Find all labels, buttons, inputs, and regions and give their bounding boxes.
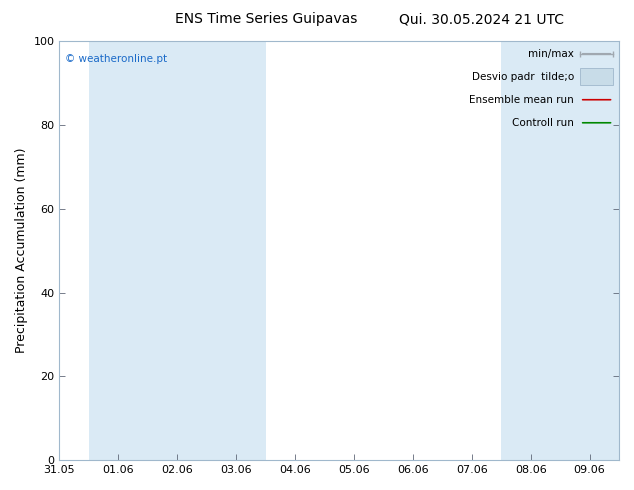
Text: ENS Time Series Guipavas: ENS Time Series Guipavas	[175, 12, 358, 26]
Text: Qui. 30.05.2024 21 UTC: Qui. 30.05.2024 21 UTC	[399, 12, 564, 26]
Bar	[89, 41, 207, 460]
Bar	[501, 41, 619, 460]
Bar	[207, 41, 266, 460]
Text: © weatheronline.pt: © weatheronline.pt	[65, 53, 167, 64]
FancyBboxPatch shape	[580, 68, 614, 85]
Text: min/max: min/max	[528, 49, 574, 59]
Text: Ensemble mean run: Ensemble mean run	[470, 95, 574, 105]
Y-axis label: Precipitation Accumulation (mm): Precipitation Accumulation (mm)	[15, 148, 28, 353]
Text: Controll run: Controll run	[512, 118, 574, 128]
Text: Desvio padr  tilde;o: Desvio padr tilde;o	[472, 72, 574, 82]
